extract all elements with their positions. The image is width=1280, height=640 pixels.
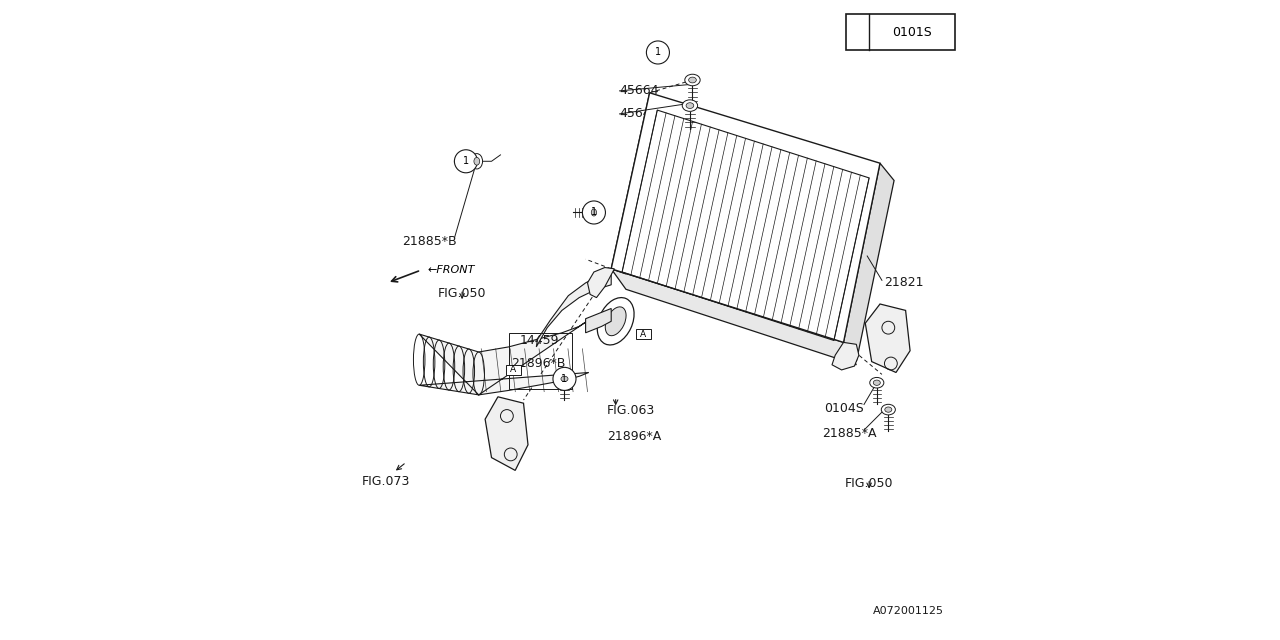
Text: 1: 1 bbox=[655, 47, 660, 58]
Ellipse shape bbox=[558, 374, 571, 384]
Text: 45664: 45664 bbox=[620, 84, 659, 97]
Polygon shape bbox=[588, 268, 614, 298]
Text: 14459: 14459 bbox=[520, 334, 559, 347]
Bar bbox=[508, 333, 571, 389]
Ellipse shape bbox=[682, 100, 698, 111]
Polygon shape bbox=[485, 397, 529, 470]
Polygon shape bbox=[612, 93, 881, 342]
Text: 21896*A: 21896*A bbox=[607, 430, 660, 443]
Ellipse shape bbox=[873, 380, 881, 385]
Text: 1: 1 bbox=[591, 207, 596, 218]
Ellipse shape bbox=[605, 307, 626, 336]
Text: FIG.050: FIG.050 bbox=[845, 477, 893, 490]
Circle shape bbox=[553, 367, 576, 390]
Ellipse shape bbox=[884, 407, 892, 412]
Text: A: A bbox=[511, 365, 516, 374]
Text: FIG.063: FIG.063 bbox=[607, 404, 655, 417]
Ellipse shape bbox=[589, 205, 599, 220]
Text: 21885*A: 21885*A bbox=[823, 428, 877, 440]
Polygon shape bbox=[865, 304, 910, 372]
Ellipse shape bbox=[870, 378, 884, 388]
Polygon shape bbox=[612, 269, 856, 365]
Ellipse shape bbox=[471, 154, 483, 169]
Circle shape bbox=[646, 41, 669, 64]
Ellipse shape bbox=[686, 102, 694, 108]
Polygon shape bbox=[844, 163, 895, 362]
Ellipse shape bbox=[598, 298, 634, 345]
Text: 0101S: 0101S bbox=[892, 26, 932, 38]
Text: ←FRONT: ←FRONT bbox=[428, 265, 475, 275]
Text: 21821: 21821 bbox=[884, 276, 924, 289]
Text: 21896*B: 21896*B bbox=[511, 357, 564, 370]
Ellipse shape bbox=[561, 376, 568, 381]
Polygon shape bbox=[585, 308, 612, 333]
Polygon shape bbox=[612, 93, 664, 274]
Text: 1: 1 bbox=[463, 156, 468, 166]
Circle shape bbox=[454, 150, 477, 173]
Ellipse shape bbox=[591, 209, 596, 216]
Text: FIG.073: FIG.073 bbox=[362, 475, 410, 488]
Text: 1: 1 bbox=[562, 374, 567, 384]
Text: A072001125: A072001125 bbox=[873, 605, 945, 616]
Text: A: A bbox=[640, 330, 646, 339]
Ellipse shape bbox=[882, 404, 896, 415]
Bar bbox=[506, 365, 521, 375]
Polygon shape bbox=[832, 342, 859, 370]
Ellipse shape bbox=[689, 77, 696, 83]
Bar bbox=[636, 329, 650, 339]
Circle shape bbox=[582, 201, 605, 224]
Bar bbox=[846, 14, 955, 50]
Text: 0104S: 0104S bbox=[824, 402, 864, 415]
Ellipse shape bbox=[685, 74, 700, 86]
Text: 1: 1 bbox=[855, 27, 860, 37]
Text: FIG.050: FIG.050 bbox=[438, 287, 486, 300]
Text: 21885*B: 21885*B bbox=[402, 236, 457, 248]
Polygon shape bbox=[420, 320, 589, 395]
Text: 45646: 45646 bbox=[620, 108, 659, 120]
Ellipse shape bbox=[474, 157, 480, 165]
Circle shape bbox=[847, 22, 868, 42]
Polygon shape bbox=[536, 272, 612, 347]
